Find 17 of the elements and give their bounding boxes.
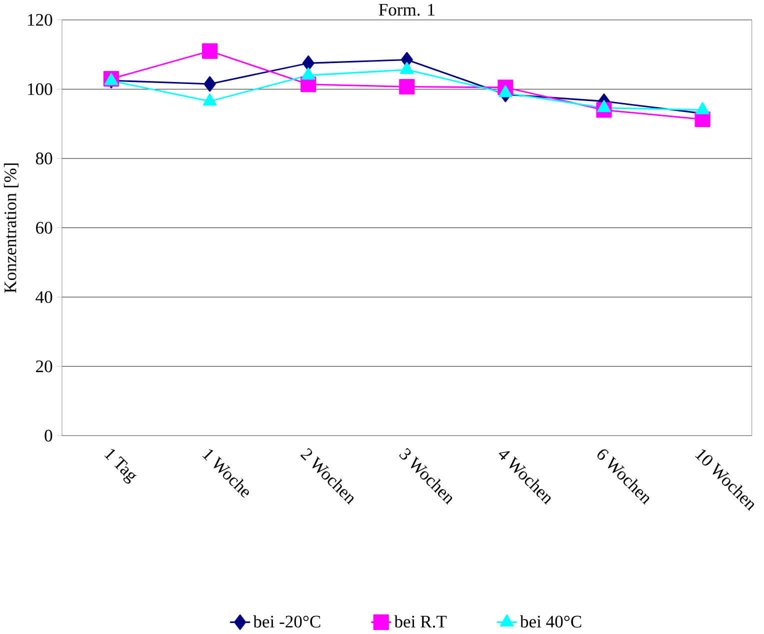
point <box>302 55 314 72</box>
point <box>399 79 415 95</box>
x-tick-label: 1 Tag <box>104 449 136 484</box>
y-tick-label: 40 <box>36 291 52 304</box>
y-tick-label: 0 <box>44 430 52 442</box>
y-tick-label: 80 <box>36 152 52 164</box>
chart-title: Form. 1 <box>378 4 434 16</box>
legend-label: bei 40°C <box>520 615 582 628</box>
legend-label: bei -20°C <box>253 615 320 628</box>
legend-label: bei R.T <box>394 615 447 628</box>
point <box>204 76 216 92</box>
y-tick-label: 120 <box>28 14 52 26</box>
y-tick-label: 100 <box>28 83 52 96</box>
y-axis-title: Konzentration [%] <box>4 164 18 293</box>
y-tick-label: 20 <box>36 360 52 372</box>
point <box>202 43 218 59</box>
y-tick-label: 60 <box>36 222 52 234</box>
